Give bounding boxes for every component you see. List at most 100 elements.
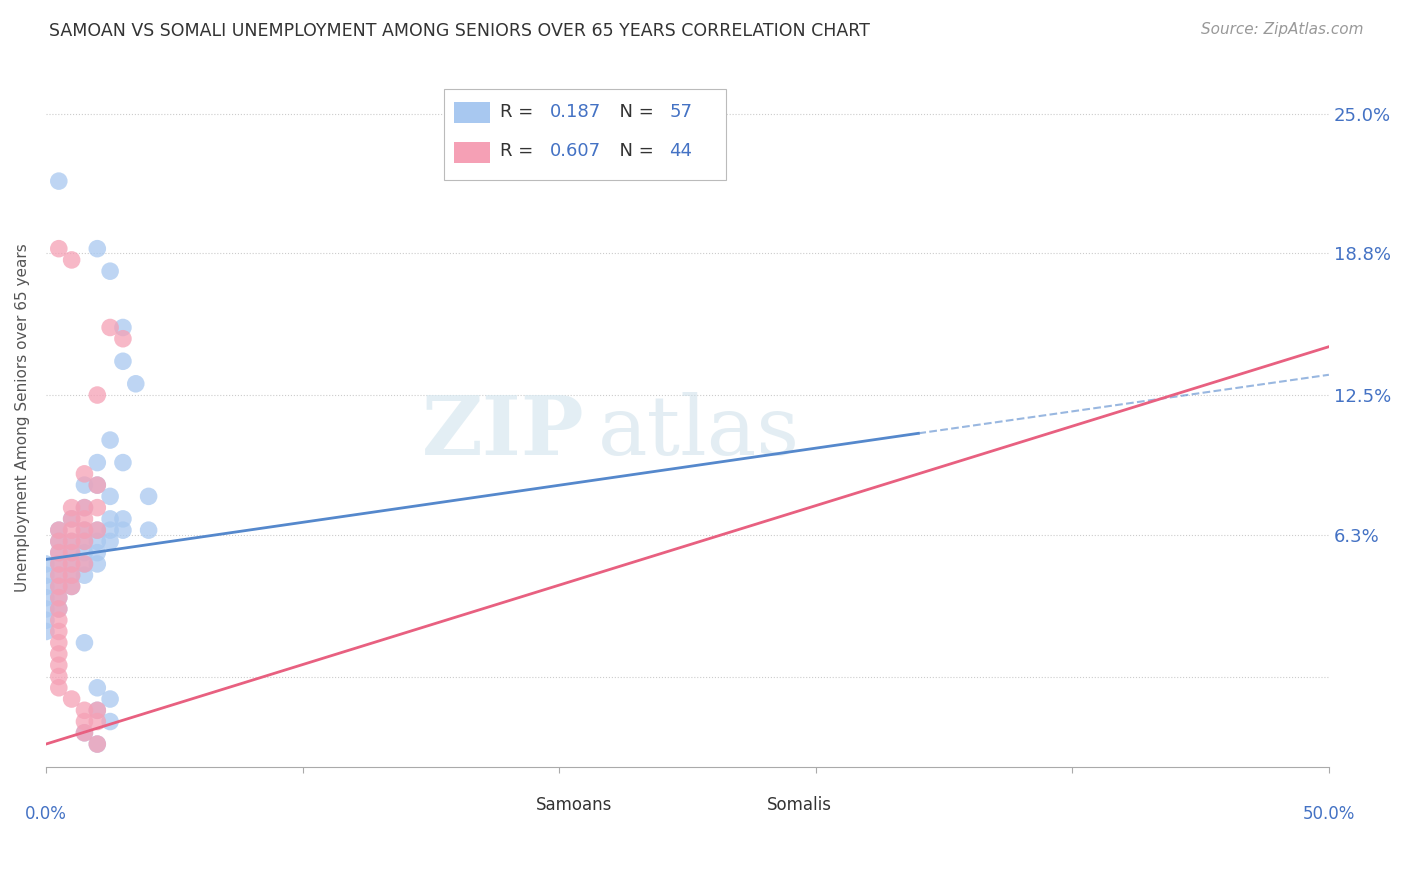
Text: Samoans: Samoans	[536, 796, 613, 814]
Point	[60, 579, 83, 593]
Point	[60, 557, 83, 571]
Point	[35, 613, 58, 627]
Text: 0.607: 0.607	[550, 142, 602, 160]
Point	[73, 467, 96, 481]
Point	[48, 534, 70, 549]
Text: ZIP: ZIP	[422, 392, 585, 472]
FancyBboxPatch shape	[495, 797, 527, 814]
Point	[98, 512, 121, 526]
Text: atlas: atlas	[598, 392, 800, 472]
Point	[73, 523, 96, 537]
Point	[60, 500, 83, 515]
Point	[60, 252, 83, 267]
Point	[86, 681, 108, 695]
Point	[60, 546, 83, 560]
Point	[73, 557, 96, 571]
Point	[48, 242, 70, 256]
Point	[60, 512, 83, 526]
Point	[35, 602, 58, 616]
Point	[111, 332, 134, 346]
Point	[86, 534, 108, 549]
Point	[73, 557, 96, 571]
Point	[48, 523, 70, 537]
Point	[73, 703, 96, 717]
Point	[73, 726, 96, 740]
Point	[98, 489, 121, 503]
Point	[86, 388, 108, 402]
Point	[73, 568, 96, 582]
Text: SAMOAN VS SOMALI UNEMPLOYMENT AMONG SENIORS OVER 65 YEARS CORRELATION CHART: SAMOAN VS SOMALI UNEMPLOYMENT AMONG SENI…	[49, 22, 870, 40]
Text: R =: R =	[501, 103, 538, 120]
Point	[73, 500, 96, 515]
Point	[138, 489, 160, 503]
Point	[86, 737, 108, 751]
Point	[98, 714, 121, 729]
Text: N =: N =	[607, 103, 659, 120]
Point	[60, 512, 83, 526]
Point	[35, 624, 58, 639]
Point	[111, 512, 134, 526]
Y-axis label: Unemployment Among Seniors over 65 years: Unemployment Among Seniors over 65 years	[15, 244, 30, 592]
Text: Somalis: Somalis	[766, 796, 832, 814]
Point	[86, 523, 108, 537]
Point	[86, 737, 108, 751]
Point	[86, 242, 108, 256]
Point	[48, 579, 70, 593]
Point	[111, 523, 134, 537]
Point	[48, 568, 70, 582]
Point	[60, 523, 83, 537]
Point	[48, 591, 70, 605]
Point	[98, 534, 121, 549]
Point	[60, 579, 83, 593]
Point	[60, 692, 83, 706]
Point	[48, 523, 70, 537]
Point	[48, 602, 70, 616]
Point	[60, 568, 83, 582]
Point	[73, 512, 96, 526]
Text: 0.0%: 0.0%	[25, 805, 67, 823]
Point	[111, 320, 134, 334]
Point	[48, 636, 70, 650]
Point	[48, 591, 70, 605]
Point	[35, 591, 58, 605]
Point	[73, 523, 96, 537]
FancyBboxPatch shape	[725, 797, 758, 814]
Point	[98, 433, 121, 447]
Point	[60, 568, 83, 582]
Point	[73, 534, 96, 549]
Point	[125, 376, 148, 391]
Point	[48, 658, 70, 673]
Point	[73, 478, 96, 492]
Point	[138, 523, 160, 537]
Text: 50.0%: 50.0%	[1303, 805, 1355, 823]
Point	[60, 534, 83, 549]
Point	[35, 579, 58, 593]
Point	[73, 546, 96, 560]
Point	[111, 456, 134, 470]
Point	[86, 523, 108, 537]
Point	[98, 692, 121, 706]
Point	[86, 703, 108, 717]
Point	[73, 726, 96, 740]
Point	[86, 478, 108, 492]
Point	[60, 534, 83, 549]
Point	[48, 624, 70, 639]
Point	[48, 568, 70, 582]
Point	[86, 456, 108, 470]
Point	[86, 714, 108, 729]
Point	[48, 669, 70, 683]
Point	[86, 546, 108, 560]
Point	[73, 714, 96, 729]
Point	[73, 636, 96, 650]
Point	[60, 546, 83, 560]
Point	[86, 500, 108, 515]
Point	[98, 523, 121, 537]
FancyBboxPatch shape	[454, 142, 489, 162]
Point	[35, 557, 58, 571]
Text: N =: N =	[607, 142, 659, 160]
Point	[73, 534, 96, 549]
Point	[98, 320, 121, 334]
Text: 44: 44	[669, 142, 693, 160]
Point	[48, 647, 70, 661]
Point	[48, 174, 70, 188]
